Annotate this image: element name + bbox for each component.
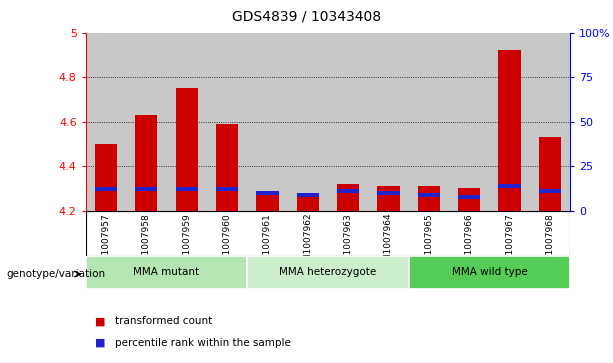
Text: GSM1007966: GSM1007966 (465, 213, 474, 274)
Text: MMA mutant: MMA mutant (134, 267, 200, 277)
Text: genotype/variation: genotype/variation (6, 269, 105, 279)
Text: GSM1007961: GSM1007961 (263, 213, 272, 274)
Text: MMA heterozygote: MMA heterozygote (280, 267, 376, 277)
Bar (539, 189, 561, 193)
Bar (409, 256, 570, 289)
Text: GSM1007962: GSM1007962 (303, 213, 312, 273)
Text: GSM1007959: GSM1007959 (182, 213, 191, 274)
Text: ■: ■ (95, 316, 105, 326)
Text: GDS4839 / 10343408: GDS4839 / 10343408 (232, 9, 381, 23)
Text: GSM1007957: GSM1007957 (102, 213, 110, 274)
Bar (378, 186, 400, 211)
Bar (95, 187, 117, 191)
Text: GSM1007960: GSM1007960 (223, 213, 232, 274)
Text: MMA wild type: MMA wild type (452, 267, 527, 277)
Text: transformed count: transformed count (115, 316, 212, 326)
Bar (256, 191, 278, 195)
Bar (337, 189, 359, 193)
Bar (498, 184, 520, 188)
Bar (216, 124, 238, 211)
Bar (297, 193, 319, 197)
Text: GSM1007965: GSM1007965 (424, 213, 433, 274)
Bar (175, 187, 198, 191)
Bar (458, 188, 481, 211)
Text: percentile rank within the sample: percentile rank within the sample (115, 338, 291, 348)
Bar (135, 115, 158, 211)
Bar (417, 186, 440, 211)
Text: GSM1007958: GSM1007958 (142, 213, 151, 274)
Text: GSM1007968: GSM1007968 (546, 213, 554, 274)
Bar (498, 50, 520, 211)
Text: GSM1007963: GSM1007963 (344, 213, 352, 274)
Bar (337, 184, 359, 211)
Bar (256, 193, 278, 211)
Text: GSM1007967: GSM1007967 (505, 213, 514, 274)
Bar (297, 195, 319, 211)
Bar (135, 187, 158, 191)
Bar (216, 187, 238, 191)
Bar (458, 195, 481, 199)
Bar (378, 191, 400, 195)
Text: GSM1007964: GSM1007964 (384, 213, 393, 273)
Text: ■: ■ (95, 338, 105, 348)
Bar (175, 88, 198, 211)
Bar (86, 256, 247, 289)
Bar (539, 137, 561, 211)
Bar (417, 193, 440, 197)
Bar (247, 256, 409, 289)
Bar (95, 144, 117, 211)
